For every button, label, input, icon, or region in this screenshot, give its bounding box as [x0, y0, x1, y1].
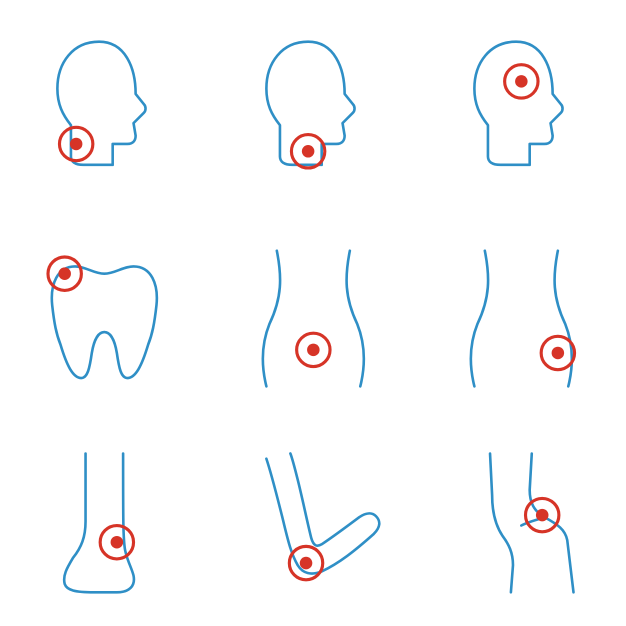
pain-marker-icon: [59, 127, 92, 160]
knee-pain-icon: [417, 417, 626, 626]
pain-marker-icon: [296, 333, 329, 366]
pain-marker-icon: [289, 547, 322, 580]
pain-marker-icon: [541, 336, 574, 369]
torso-hip-pain-icon: [417, 209, 626, 418]
pain-marker-icon: [48, 257, 81, 290]
body-part-outline: [52, 266, 157, 378]
body-part-outline: [266, 454, 379, 574]
pain-marker-icon: [526, 499, 559, 532]
pain-marker-icon: [100, 526, 133, 559]
pain-marker-icon: [291, 135, 324, 168]
body-part-outline: [490, 454, 573, 593]
head-throat-pain-icon: [209, 0, 418, 209]
elbow-pain-icon: [209, 417, 418, 626]
tooth-pain-icon: [0, 209, 209, 418]
head-mouth-pain-icon: [0, 0, 209, 209]
pain-icon-grid: [0, 0, 626, 626]
pain-marker-icon: [505, 65, 538, 98]
ankle-pain-icon: [0, 417, 209, 626]
torso-stomach-pain-icon: [209, 209, 418, 418]
head-brain-pain-icon: [417, 0, 626, 209]
body-part-outline: [471, 250, 572, 386]
body-part-outline: [475, 42, 563, 165]
body-part-outline: [64, 454, 134, 593]
